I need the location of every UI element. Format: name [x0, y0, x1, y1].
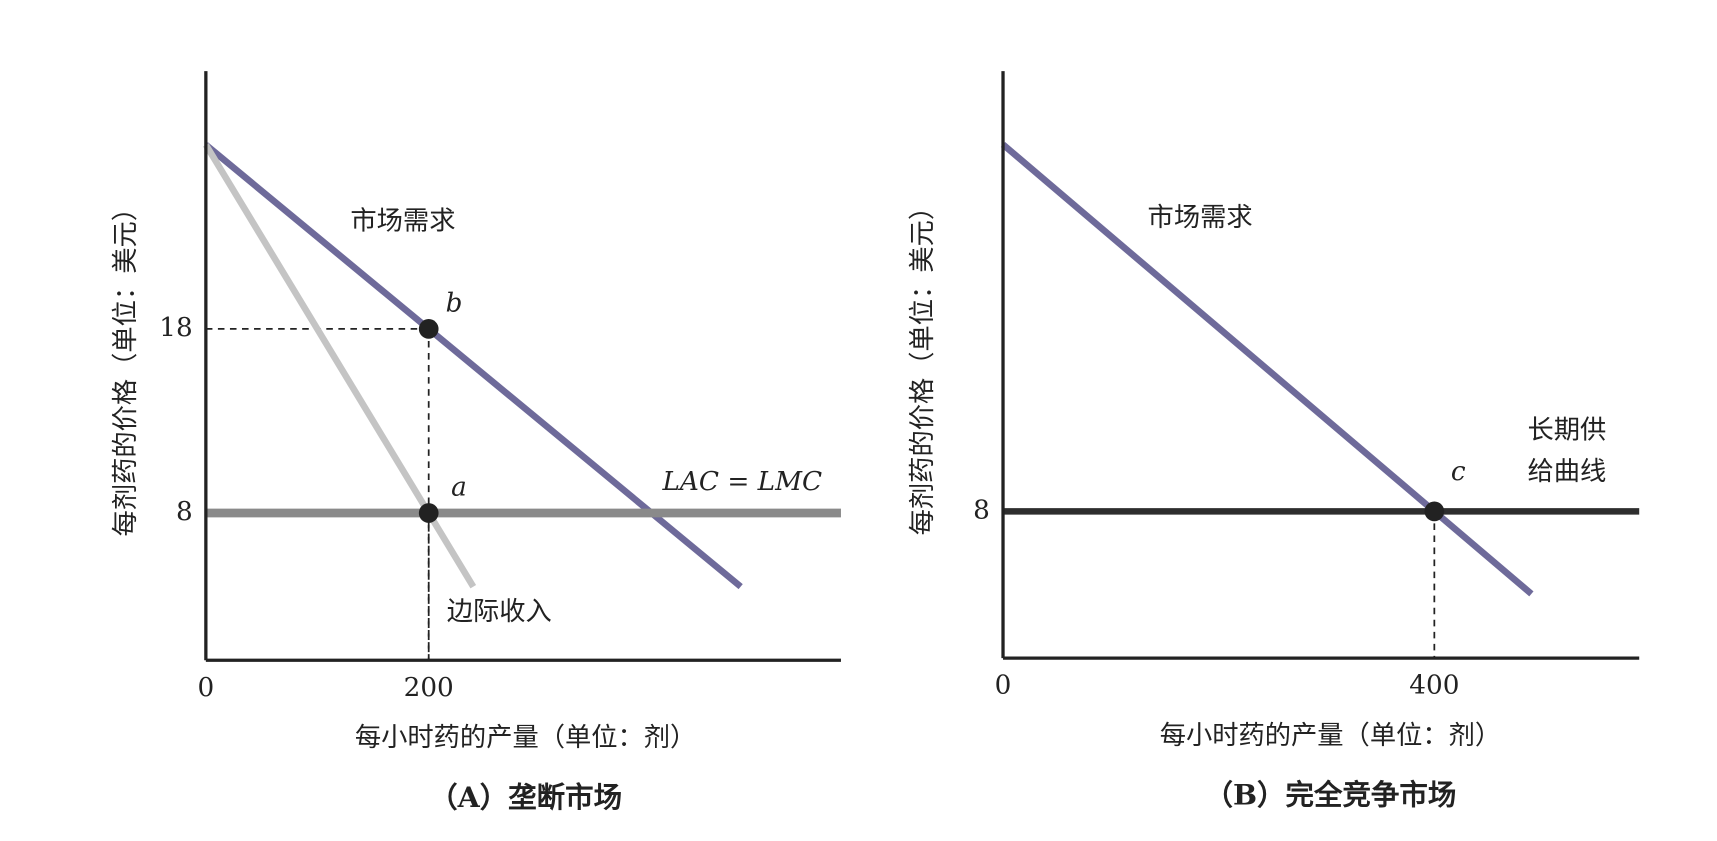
point — [418, 319, 439, 339]
x-tick-label: 200 — [404, 673, 454, 703]
point-label: a — [451, 472, 467, 502]
series-label: 给曲线 — [1528, 457, 1607, 487]
x-tick-label: 400 — [1409, 671, 1459, 701]
subtitle: （B）完全竞争市场 — [1205, 778, 1457, 812]
point-label: c — [1451, 457, 1466, 487]
point — [1424, 501, 1445, 522]
x-axis-label: 每小时药的产量（单位：剂） — [1160, 721, 1501, 751]
subtitle: （A）垄断市场 — [429, 780, 622, 814]
series-label: 市场需求 — [350, 206, 455, 236]
x-tick-label: 0 — [995, 671, 1012, 701]
y-tick-label: 8 — [176, 497, 193, 527]
series-label: 边际收入 — [447, 597, 552, 627]
series-label: 长期供 — [1528, 415, 1607, 445]
series-label: LAC = LMC — [661, 467, 822, 497]
y-axis-label: 每剂药的价格（单位：美元） — [111, 195, 141, 536]
x-axis-label: 每小时药的产量（单位：剂） — [355, 723, 696, 753]
y-axis-label: 每剂药的价格（单位：美元） — [908, 194, 938, 535]
x-tick-label: 0 — [198, 673, 215, 703]
point — [418, 503, 439, 523]
series-label: 市场需求 — [1148, 203, 1253, 233]
point-label: b — [446, 288, 463, 318]
y-tick-label: 8 — [973, 495, 990, 525]
series-line — [1000, 142, 1534, 597]
y-tick-label: 18 — [159, 313, 192, 343]
